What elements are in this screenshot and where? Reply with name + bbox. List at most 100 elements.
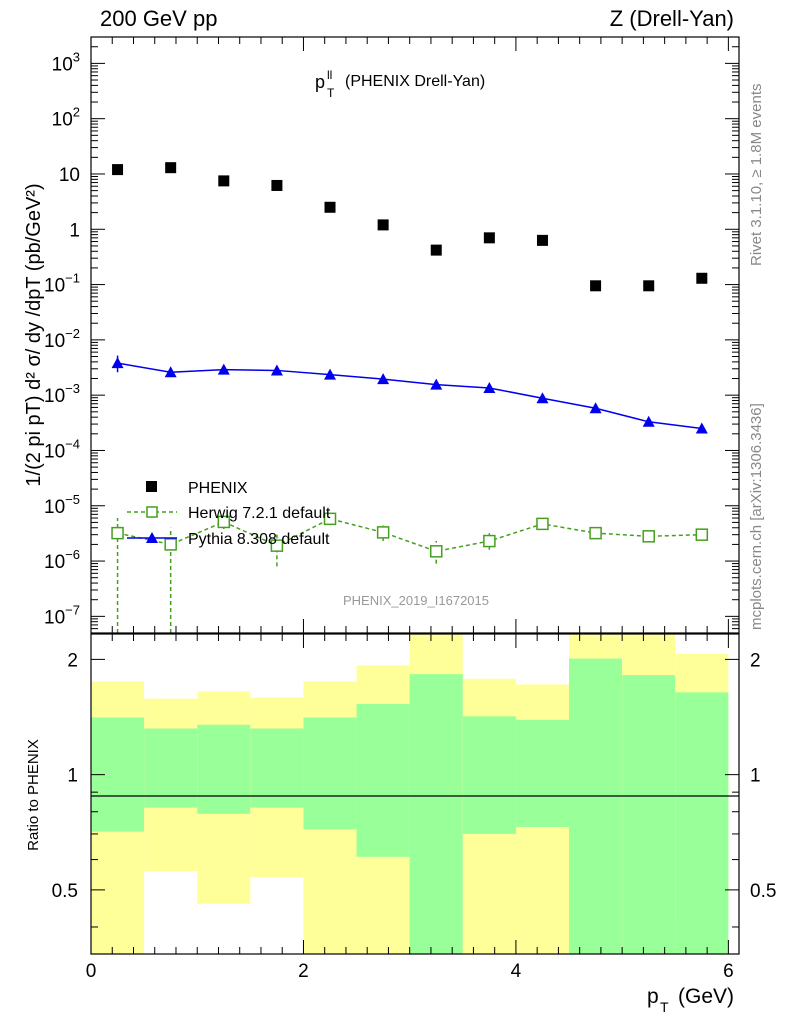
phenix-point: [430, 244, 442, 256]
ratio-green-band: [197, 724, 251, 814]
ratio-y-axis-label-text: Ratio to PHENIX: [25, 739, 42, 851]
ratio-y-tick-label-right: 1: [750, 766, 761, 787]
main-title: p ll T (PHENIX Drell-Yan): [315, 68, 485, 100]
mcplots-label: mcplots.cern.ch [arXiv:1306.3436]: [748, 403, 765, 630]
x-axis-label-unit: (GeV): [678, 985, 734, 1008]
phenix-point: [165, 162, 177, 174]
svg-text:p: p: [315, 72, 325, 92]
phenix-point: [483, 232, 495, 244]
title-rest: (PHENIX Drell-Yan): [345, 73, 485, 90]
herwig-point: [217, 515, 231, 529]
pythia-point: [536, 392, 549, 404]
herwig-point: [270, 539, 284, 552]
header-process: Z (Drell-Yan): [609, 6, 734, 31]
pythia-point: [270, 364, 283, 376]
ratio-frame: [90, 633, 740, 955]
legend-marker-pythia: [146, 532, 158, 543]
pythia-point: [483, 381, 496, 393]
y-axis-label-text: 1/(2 pi pT) d² σ/ dy /dpT (pb/GeV²): [23, 183, 45, 486]
ratio-green-band: [515, 719, 570, 827]
herwig-point: [429, 545, 443, 558]
phenix-point: [377, 219, 389, 231]
x-axis-label-pt: p: [647, 985, 659, 1008]
ratio-green-band: [303, 717, 357, 830]
phenix-point: [271, 179, 283, 191]
ratio-green-band: [675, 692, 729, 954]
herwig-point: [695, 528, 709, 541]
pythia-point: [430, 378, 443, 390]
herwig-point: [164, 538, 177, 551]
ratio-x-tick-label: 6: [723, 961, 734, 982]
ratio-x-tick-label: 4: [511, 961, 522, 982]
legend-marker-herwig: [146, 506, 158, 518]
herwig-point: [483, 534, 496, 548]
herwig-point: [111, 526, 124, 540]
ratio-green-band: [144, 728, 198, 808]
legend-label-pythia: Pythia 8.308 default: [188, 531, 330, 548]
pythia-point: [217, 363, 230, 375]
ratio-x-tick-label: 0: [86, 961, 97, 982]
phenix-point: [218, 175, 230, 187]
pythia-point: [164, 366, 177, 378]
main-y-tick-label: 103: [52, 49, 80, 75]
phenix-point: [112, 164, 124, 176]
main-y-tick-label: 10−1: [44, 271, 80, 297]
ratio-y-tick-label-right: 0.5: [750, 881, 776, 902]
header-energy: 200 GeV pp: [100, 6, 218, 31]
phenix-point: [696, 272, 708, 284]
rivet-version-label: Rivet 3.1.10, ≥ 1.8M events: [748, 83, 765, 267]
pythia-point: [377, 373, 390, 385]
legend: PHENIX Herwig 7.2.1 default Pythia 8.308…: [127, 480, 331, 548]
main-y-tick-label: 10−5: [44, 492, 80, 518]
x-axis-label: p T (GeV): [647, 985, 734, 1015]
ratio-y-tick-label-left: 2: [67, 650, 78, 671]
title-sup: ll: [327, 68, 332, 82]
herwig-point: [376, 526, 390, 539]
phenix-point: [643, 280, 655, 292]
analysis-watermark: PHENIX_2019_I1672015: [343, 593, 489, 608]
main-y-tick-label: 102: [52, 105, 80, 131]
ratio-y-axis-label: Ratio to PHENIX: [25, 739, 42, 851]
main-y-tick-label: 10: [59, 165, 80, 186]
main-y-tick-label: 10−6: [44, 547, 80, 573]
herwig-point: [323, 512, 337, 526]
main-y-tick-label: 10−3: [44, 381, 80, 407]
main-y-tick-label: 1: [69, 220, 80, 241]
herwig-point: [536, 517, 549, 531]
main-y-tick-label: 10−4: [44, 436, 80, 462]
legend-marker-phenix: [146, 481, 157, 492]
pythia-point: [642, 415, 655, 427]
pythia-point: [589, 402, 602, 414]
ratio-panel: 0.5 0.5 1 1 2 2 0 2 4 6 Ratio to PHENIX p T (GeV…: [25, 633, 776, 1015]
ratio-green-band: [356, 703, 410, 857]
phenix-point: [590, 280, 602, 292]
y-axis-label: 1/(2 pi pT) d² σ/ dy /dpT (pb/GeV²): [23, 183, 45, 486]
ratio-x-tick-label: 2: [298, 961, 309, 982]
legend-label-herwig: Herwig 7.2.1 default: [188, 505, 331, 522]
ratio-green-band: [409, 674, 463, 954]
herwig-point: [642, 530, 655, 543]
main-y-tick-label: 10−2: [44, 326, 80, 352]
ratio-y-tick-label-left: 1: [67, 766, 78, 787]
ratio-y-tick-label-right: 2: [750, 650, 761, 671]
ratio-green-band: [462, 716, 516, 834]
pythia-line: [117, 362, 702, 430]
main-frame: [90, 36, 740, 634]
title-pt: p: [315, 72, 325, 92]
herwig-point: [589, 526, 602, 540]
x-axis-label-sub: T: [660, 999, 669, 1015]
herwig-line: [117, 518, 702, 553]
ratio-green-band: [622, 675, 676, 954]
phenix-point: [324, 201, 336, 213]
ratio-green-band: [569, 658, 623, 954]
legend-label-phenix: PHENIX: [188, 480, 248, 497]
ratio-green-band: [250, 728, 304, 808]
phenix-point: [536, 234, 548, 246]
ratio-y-tick-label-left: 0.5: [52, 881, 78, 902]
pythia-point: [695, 422, 708, 434]
pythia-point: [324, 368, 337, 380]
main-y-tick-label: 10−7: [44, 602, 80, 628]
pythia-point: [111, 357, 124, 369]
